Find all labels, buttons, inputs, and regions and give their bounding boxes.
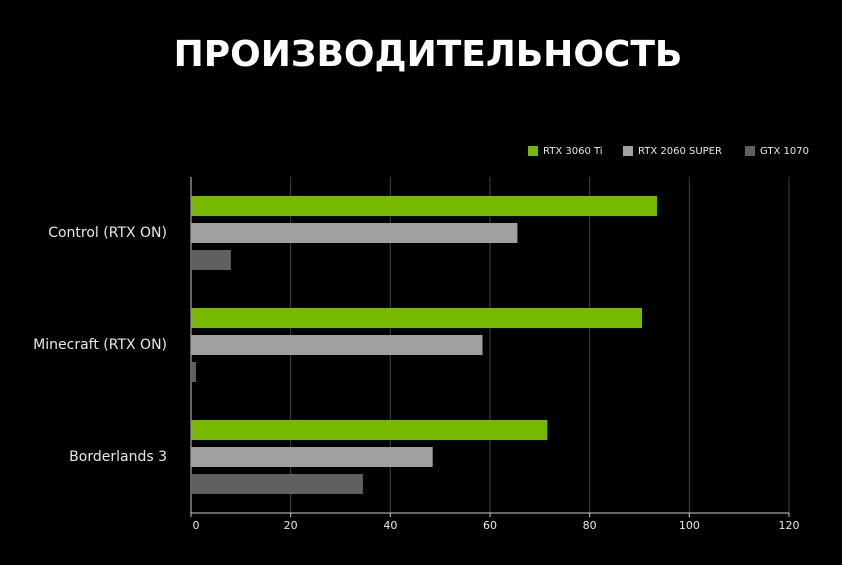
y-tick-label: Borderlands 3 <box>69 449 167 465</box>
chart-title: ПРОИЗВОДИТЕЛЬНОСТЬ <box>174 34 683 75</box>
y-tick-label: Control (RTX ON) <box>48 225 167 241</box>
bar <box>191 308 642 328</box>
legend-swatch <box>528 146 538 156</box>
x-tick-label: 40 <box>383 519 397 532</box>
bar <box>191 250 231 270</box>
x-tick-label: 120 <box>779 519 800 532</box>
bar <box>191 447 433 467</box>
x-tick-label: 60 <box>483 519 497 532</box>
x-tick-label: 20 <box>284 519 298 532</box>
bar <box>191 420 548 440</box>
legend-label: GTX 1070 <box>760 146 809 157</box>
legend-label: RTX 3060 Ti <box>543 146 603 157</box>
bar <box>191 362 196 382</box>
x-tick-label: 100 <box>679 519 700 532</box>
bar <box>191 474 363 494</box>
legend-label: RTX 2060 SUPER <box>638 146 722 157</box>
legend-swatch <box>623 146 633 156</box>
y-tick-label: Minecraft (RTX ON) <box>33 337 167 353</box>
bar <box>191 196 657 216</box>
bar <box>191 223 518 243</box>
bar <box>191 335 483 355</box>
x-tick-label: 0 <box>193 519 200 532</box>
x-tick-label: 80 <box>583 519 597 532</box>
legend-swatch <box>745 146 755 156</box>
